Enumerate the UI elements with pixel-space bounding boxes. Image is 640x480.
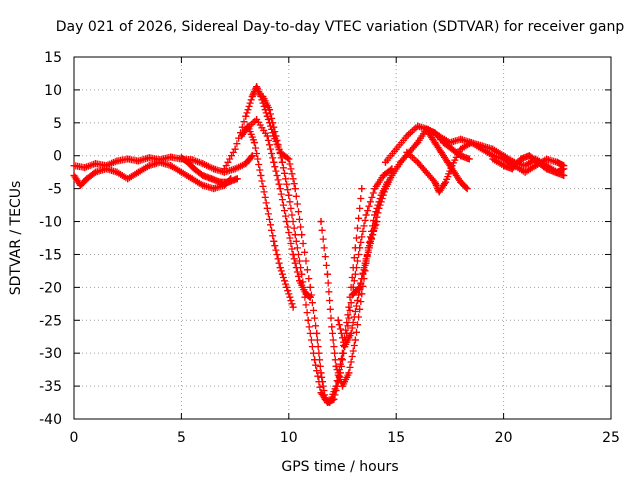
series-trace <box>259 93 396 406</box>
series-track-12 <box>403 139 568 196</box>
y-tick-label: 15 <box>44 50 62 66</box>
data-points <box>70 83 568 407</box>
y-tick-label: 10 <box>44 83 62 99</box>
series-track-13 <box>424 129 471 193</box>
x-tick-label: 20 <box>495 430 513 446</box>
series-trace <box>238 122 297 311</box>
y-tick-label: -20 <box>39 280 62 296</box>
y-tick-label: -40 <box>39 412 62 428</box>
y-tick-label: -25 <box>39 313 62 329</box>
x-tick-label: 25 <box>602 430 620 446</box>
series-track-4 <box>220 83 366 407</box>
series-track-3 <box>177 154 241 186</box>
series-trace <box>424 129 471 193</box>
series-trace <box>70 152 256 176</box>
y-tick-label: -30 <box>39 346 62 362</box>
series-trace <box>177 154 241 186</box>
y-axis-label: SDTVAR / TECUs <box>8 181 24 296</box>
x-tick-label: 15 <box>387 430 405 446</box>
y-tick-label: -15 <box>39 247 62 263</box>
plot-frame <box>73 56 612 420</box>
y-tick-label: 0 <box>53 149 62 165</box>
y-tick-label: -10 <box>39 215 62 231</box>
x-tick-label: 0 <box>70 430 79 446</box>
chart-title: Day 021 of 2026, Sidereal Day-to-day VTE… <box>56 19 625 35</box>
y-tick-label: 5 <box>53 116 62 132</box>
x-tick-label: 10 <box>280 430 298 446</box>
y-tick-label: -5 <box>48 182 62 198</box>
series-trace <box>489 152 568 179</box>
series-trace <box>70 158 235 193</box>
series-track-2 <box>70 158 235 193</box>
x-axis-label: GPS time / hours <box>281 459 398 475</box>
axis-ticks: 0 5 10 15 20 25 15 10 5 0 -5 -10 -15 -20 -25 -30 -35 -40 <box>39 50 620 446</box>
x-tick-label: 5 <box>177 430 186 446</box>
series-track-6 <box>238 122 297 311</box>
y-tick-label: -35 <box>39 379 62 395</box>
series-track-7 <box>259 92 396 407</box>
series-track-14 <box>489 152 568 179</box>
